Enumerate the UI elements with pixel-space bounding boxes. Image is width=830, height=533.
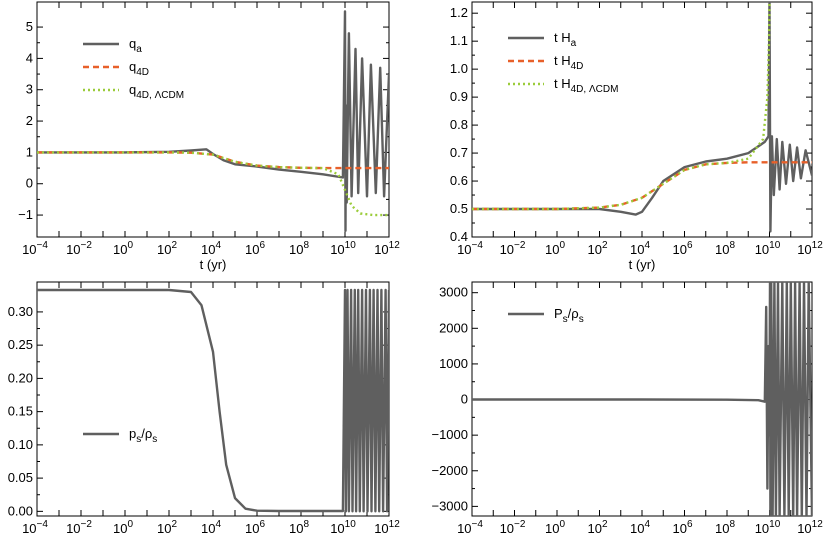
x-tick-label: 102 — [587, 240, 607, 257]
series-group — [472, 282, 812, 516]
x-axis-label: t (yr) — [629, 257, 656, 272]
series-group — [472, 2, 812, 233]
legend-entry: q4D — [129, 59, 149, 78]
x-tick-label: 108 — [715, 240, 735, 257]
x-tick-label: 10−2 — [66, 240, 92, 257]
y-tick-label: 0.5 — [450, 201, 468, 216]
x-tick-label: 102 — [587, 519, 607, 533]
panel-bottom-left: 10−4 10−2 100 102 104 106 108 1010 1012 0.00 0.05 0… — [8, 281, 400, 533]
legend-entry: ps/ρs — [129, 426, 157, 445]
y-tick-label: 0.8 — [450, 117, 468, 132]
y-tick-label: 1000 — [439, 356, 468, 371]
panel-top-left: 10−4 10−2 100 102 104 106 108 1010 1012 −1 0 1 2 3 4 5 t… — [18, 1, 400, 272]
y-tick-label: −2000 — [431, 463, 468, 478]
x-tick-label: 10−4 — [457, 519, 483, 533]
x-tick-label: 104 — [630, 519, 650, 533]
y-tick-label: 1 — [26, 144, 33, 159]
y-tick-label: 2 — [26, 113, 33, 128]
y-tick-label: 0 — [26, 176, 33, 191]
x-tick-label: 104 — [630, 240, 650, 257]
x-tick-label: 1010 — [330, 519, 356, 533]
y-tick-label: 5 — [26, 19, 33, 34]
series-line-0 — [472, 282, 812, 516]
x-tick-label: 1010 — [330, 240, 356, 257]
x-tick-label: 10−4 — [22, 240, 48, 257]
legend-entry: qa — [129, 36, 142, 55]
x-axis-label: t (yr) — [200, 257, 227, 272]
x-tick-label: 100 — [545, 240, 565, 257]
x-tick-label: 10−4 — [22, 519, 48, 533]
x-tick-label: 104 — [201, 240, 221, 257]
y-tick-label: 3000 — [439, 285, 468, 300]
x-tick-label: 10−2 — [66, 519, 92, 533]
x-tick-label: 100 — [113, 519, 133, 533]
series-line-0 — [37, 10, 389, 232]
x-tick-label: 106 — [672, 519, 692, 533]
x-tick-label: 104 — [201, 519, 221, 533]
y-tick-label: 0.10 — [8, 437, 33, 452]
plot-frame — [36, 1, 390, 238]
legend-entry: Ps/ρs — [554, 306, 584, 325]
y-tick-label: 1.2 — [450, 5, 468, 20]
x-tick-label: 106 — [245, 240, 265, 257]
x-tick-label: 1012 — [374, 240, 400, 257]
x-tick-label: 1010 — [755, 240, 781, 257]
series-group — [37, 288, 389, 513]
y-tick-label: 0.4 — [450, 229, 468, 244]
series-line-0 — [472, 2, 812, 233]
x-tick-label: 106 — [245, 519, 265, 533]
x-tick-label: 100 — [545, 519, 565, 533]
y-tick-label: 0.00 — [8, 503, 33, 518]
series-line-2 — [37, 151, 389, 217]
x-tick-label: 10−4 — [457, 240, 483, 257]
x-tick-label: 108 — [289, 519, 309, 533]
y-tick-label: 0.7 — [450, 145, 468, 160]
legend-entry: t H4D — [554, 53, 583, 72]
x-tick-label: 1012 — [797, 519, 823, 533]
x-tick-label: 10−2 — [500, 519, 526, 533]
legend-entry: q4D, ΛCDM — [129, 82, 184, 101]
y-tick-label: 0.05 — [8, 470, 33, 485]
x-tick-label: 102 — [157, 519, 177, 533]
y-tick-label: −1 — [18, 207, 33, 222]
x-tick-label: 102 — [157, 240, 177, 257]
y-tick-label: 0.25 — [8, 337, 33, 352]
y-tick-label: 4 — [26, 50, 33, 65]
x-tick-label: 1012 — [797, 240, 823, 257]
y-tick-label: 0 — [461, 392, 468, 407]
x-tick-label: 1012 — [374, 519, 400, 533]
series-line-2 — [472, 2, 771, 211]
y-tick-label: 0.15 — [8, 404, 33, 419]
x-tick-label: 100 — [113, 240, 133, 257]
x-tick-label: 1010 — [755, 519, 781, 533]
x-tick-label: 108 — [289, 240, 309, 257]
panel-bottom-right: 10−4 10−2 100 102 104 106 108 1010 1012 −3000 −200… — [431, 281, 823, 533]
y-tick-label: 2000 — [439, 320, 468, 335]
y-tick-label: 0.20 — [8, 370, 33, 385]
y-tick-label: 0.6 — [450, 173, 468, 188]
x-tick-label: 108 — [715, 519, 735, 533]
y-tick-label: 0.30 — [8, 304, 33, 319]
y-tick-label: −1000 — [431, 427, 468, 442]
plot-frame — [36, 281, 390, 517]
x-tick-label: 106 — [672, 240, 692, 257]
x-tick-label: 10−2 — [500, 240, 526, 257]
series-line-0 — [37, 288, 389, 513]
y-tick-label: 3 — [26, 82, 33, 97]
y-tick-label: 1.0 — [450, 61, 468, 76]
panel-top-right: 10−4 10−2 100 102 104 106 108 1010 1012 0.4 0.5 0.6… — [450, 1, 823, 272]
legend-entry: t H4D, ΛCDM — [554, 76, 618, 95]
y-tick-label: 0.9 — [450, 89, 468, 104]
y-tick-label: 1.1 — [450, 33, 468, 48]
y-tick-label: −3000 — [431, 498, 468, 513]
series-group — [37, 10, 389, 232]
series-line-1 — [472, 161, 812, 211]
legend-entry: t Ha — [554, 30, 577, 49]
